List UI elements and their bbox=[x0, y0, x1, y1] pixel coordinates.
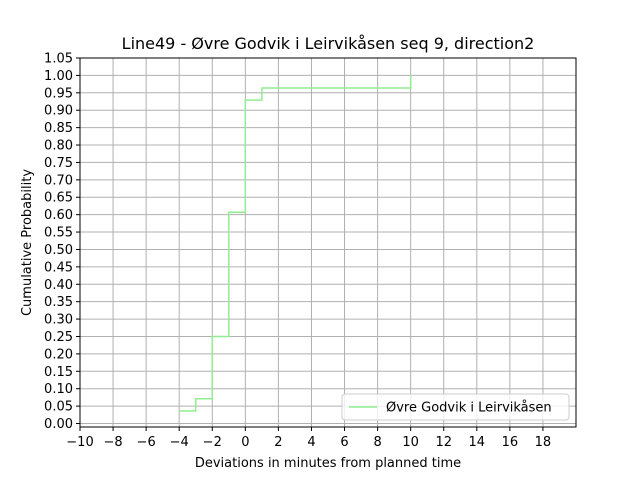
x-tick-label: 4 bbox=[307, 435, 315, 450]
y-axis: 0.00 0.05 0.10 0.15 0.20 0.25 0.30 0.35 0.40 0.45… bbox=[44, 52, 80, 432]
plot-area bbox=[79, 57, 577, 428]
legend-box bbox=[341, 393, 570, 421]
y-tick-label: 0.95 bbox=[44, 86, 73, 101]
chart-title: Line49 - Øvre Godvik i Leirvikåsen seq 9… bbox=[122, 34, 535, 53]
y-tick-label: 0.55 bbox=[44, 226, 73, 241]
y-axis-label: Cumulative Probability bbox=[20, 169, 35, 316]
y-tick-label: 0.20 bbox=[44, 347, 73, 362]
x-tick-label: 6 bbox=[340, 435, 348, 450]
y-tick-label: 1.05 bbox=[44, 52, 73, 67]
x-tick-label: 14 bbox=[469, 435, 486, 450]
x-tick-label: −2 bbox=[203, 435, 222, 450]
y-tick-label: 0.30 bbox=[44, 313, 73, 328]
y-tick-label: 0.05 bbox=[44, 400, 73, 415]
x-tick-label: 12 bbox=[435, 435, 452, 450]
series-layer bbox=[179, 75, 412, 412]
x-tick-label: 2 bbox=[274, 435, 282, 450]
x-tick-label: 18 bbox=[535, 435, 552, 450]
grid bbox=[79, 57, 576, 427]
x-tick-label: 16 bbox=[502, 435, 519, 450]
y-tick-label: 0.60 bbox=[44, 208, 73, 223]
y-tick-label: 0.75 bbox=[44, 156, 73, 171]
series-line bbox=[179, 75, 412, 412]
x-tick-label: 10 bbox=[402, 435, 419, 450]
x-tick-label: 8 bbox=[373, 435, 381, 450]
y-tick-label: 1.00 bbox=[44, 69, 73, 84]
legend: Øvre Godvik i Leirvikåsen bbox=[341, 393, 570, 421]
y-tick-label: 0.70 bbox=[44, 173, 73, 188]
x-tick-label: 0 bbox=[241, 435, 249, 450]
x-tick-label: −4 bbox=[170, 435, 189, 450]
y-tick-label: 0.80 bbox=[44, 139, 73, 154]
y-tick-label: 0.45 bbox=[44, 260, 73, 275]
x-axis: −10 −8 −6 −4 −2 0 2 4 6 8 10 12 14 16 18 bbox=[66, 427, 551, 450]
y-tick-label: 0.15 bbox=[44, 365, 73, 380]
y-tick-label: 0.10 bbox=[44, 382, 73, 397]
y-tick-label: 0.35 bbox=[44, 295, 73, 310]
legend-label: Øvre Godvik i Leirvikåsen bbox=[386, 401, 552, 416]
y-tick-label: 0.90 bbox=[44, 104, 73, 119]
y-tick-label: 0.85 bbox=[44, 121, 73, 136]
x-tick-label: −6 bbox=[137, 435, 156, 450]
y-tick-label: 0.50 bbox=[44, 243, 73, 258]
y-tick-label: 0.65 bbox=[44, 191, 73, 206]
y-tick-label: 0.00 bbox=[44, 417, 73, 432]
y-tick-label: 0.25 bbox=[44, 330, 73, 345]
x-tick-label: −10 bbox=[66, 435, 93, 450]
y-tick-label: 0.40 bbox=[44, 278, 73, 293]
x-tick-label: −8 bbox=[103, 435, 122, 450]
x-axis-label: Deviations in minutes from planned time bbox=[195, 456, 461, 471]
